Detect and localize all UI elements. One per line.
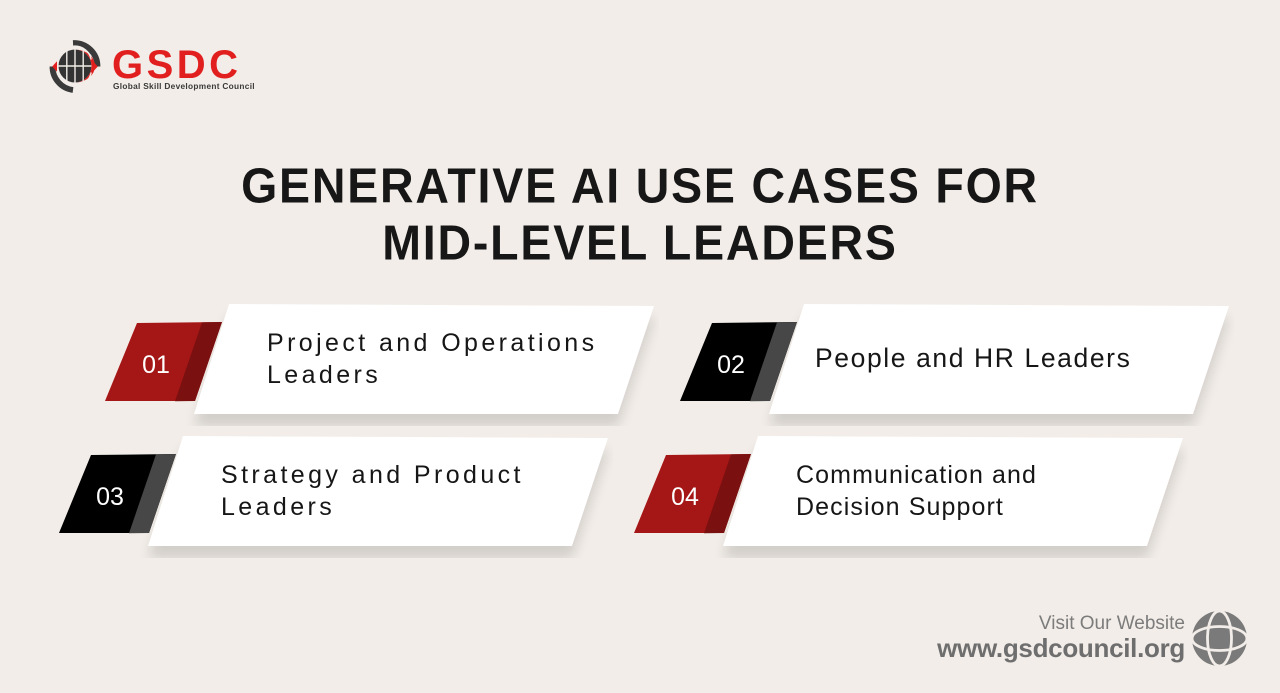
svg-text:Global Skill Development Counc: Global Skill Development Council	[113, 81, 255, 91]
